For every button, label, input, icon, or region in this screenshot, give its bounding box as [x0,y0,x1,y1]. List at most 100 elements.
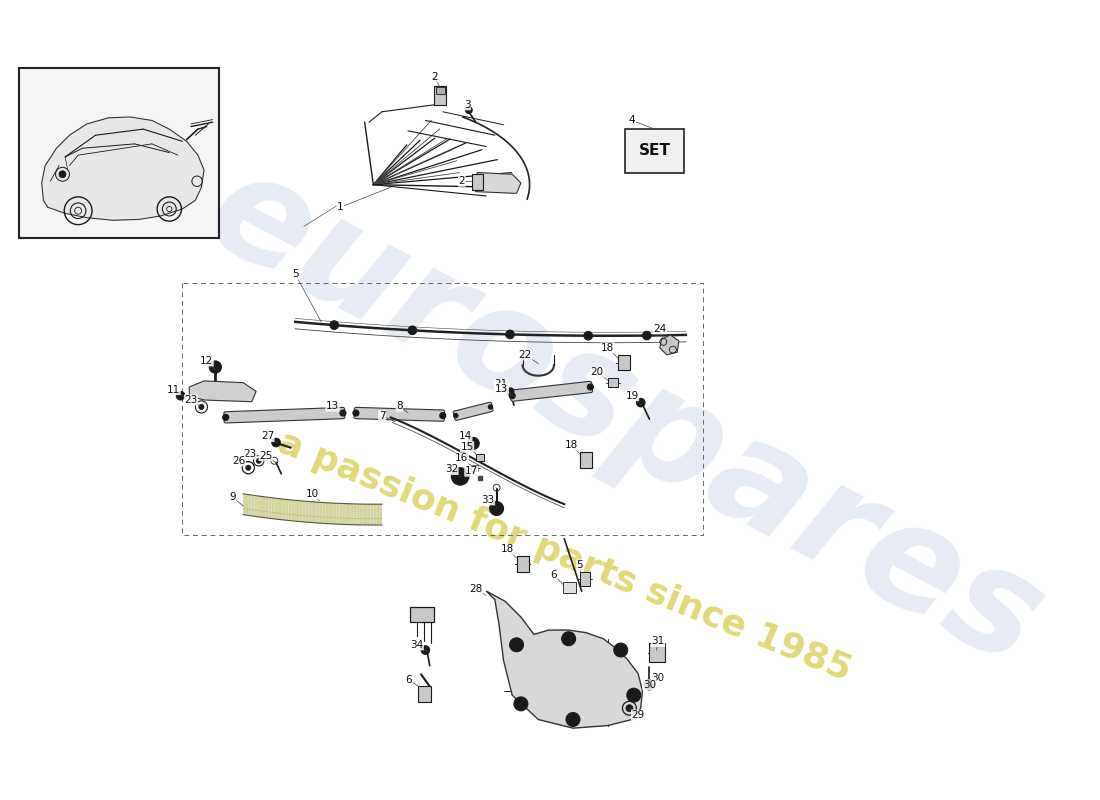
Polygon shape [254,495,257,517]
Text: 32: 32 [444,465,458,474]
Polygon shape [300,501,302,522]
Circle shape [614,643,628,657]
Bar [476,454,484,461]
Text: 22: 22 [518,350,532,360]
Circle shape [59,171,66,178]
Circle shape [627,688,640,702]
Polygon shape [266,497,268,518]
FancyBboxPatch shape [453,402,493,420]
Text: 26: 26 [232,456,245,466]
Polygon shape [42,117,204,220]
Polygon shape [331,503,333,524]
Polygon shape [356,504,360,525]
FancyBboxPatch shape [510,382,593,402]
Polygon shape [306,502,308,522]
Circle shape [408,326,417,334]
Text: 30: 30 [651,673,664,683]
Polygon shape [286,499,288,521]
Circle shape [587,384,593,390]
Text: 2: 2 [431,72,438,82]
Text: 23: 23 [185,395,198,405]
Circle shape [490,502,504,515]
Circle shape [421,646,430,654]
Text: 10: 10 [306,489,319,498]
Text: 18: 18 [564,440,578,450]
Polygon shape [322,502,326,523]
Bar [434,86,447,105]
Polygon shape [317,502,320,523]
Polygon shape [292,500,294,521]
Circle shape [626,705,632,712]
Polygon shape [473,173,521,194]
Polygon shape [374,504,376,525]
Text: 20: 20 [591,367,604,378]
Text: 2: 2 [459,176,465,186]
Text: 18: 18 [601,343,614,353]
Text: 4: 4 [629,115,636,126]
Polygon shape [246,494,249,515]
Polygon shape [272,498,274,519]
Polygon shape [288,500,292,521]
Polygon shape [277,498,279,519]
Text: 7: 7 [378,410,385,421]
Circle shape [256,458,262,463]
FancyBboxPatch shape [223,407,344,423]
Text: 13: 13 [326,401,339,411]
Text: 13: 13 [495,384,508,394]
Polygon shape [371,504,374,525]
Bar [618,355,630,370]
Polygon shape [367,504,371,525]
Circle shape [468,438,480,450]
Polygon shape [345,504,348,525]
Polygon shape [283,499,286,520]
Polygon shape [337,503,340,524]
Text: 27: 27 [261,431,274,442]
Polygon shape [360,504,362,525]
Text: 17: 17 [465,466,478,476]
Circle shape [637,398,645,407]
Circle shape [471,441,476,446]
Bar [471,465,478,471]
Text: 21: 21 [494,379,507,390]
Polygon shape [257,496,260,517]
Text: 33: 33 [482,495,495,505]
Polygon shape [308,502,311,522]
Polygon shape [189,381,256,402]
Circle shape [488,405,493,409]
Text: 19: 19 [626,390,639,401]
Polygon shape [314,502,317,523]
Text: 31: 31 [651,636,664,646]
Bar [562,582,576,593]
Text: 12: 12 [200,356,213,366]
Polygon shape [340,503,342,524]
Polygon shape [279,498,283,520]
FancyBboxPatch shape [354,407,444,422]
Circle shape [642,331,651,340]
Bar [19,68,219,238]
Text: 11: 11 [167,385,180,394]
Text: eurospares: eurospares [185,138,1066,696]
Polygon shape [376,504,380,525]
Circle shape [566,713,580,726]
Text: 1: 1 [337,202,343,212]
Bar [607,378,618,387]
Text: 8: 8 [396,401,403,411]
Circle shape [272,438,280,447]
Text: 29: 29 [631,710,645,720]
Text: 6: 6 [406,674,412,685]
Text: 14: 14 [459,431,472,442]
Polygon shape [260,496,263,518]
Polygon shape [362,504,365,525]
Circle shape [212,365,218,370]
Circle shape [353,410,359,416]
Circle shape [507,388,514,394]
Text: 34: 34 [410,640,424,650]
Text: a passion for parts since 1985: a passion for parts since 1985 [273,426,856,687]
Polygon shape [486,591,642,728]
Circle shape [453,414,458,418]
Circle shape [330,321,339,330]
Circle shape [176,391,185,400]
Polygon shape [249,494,252,516]
Circle shape [645,679,654,690]
Text: 25: 25 [258,450,273,461]
